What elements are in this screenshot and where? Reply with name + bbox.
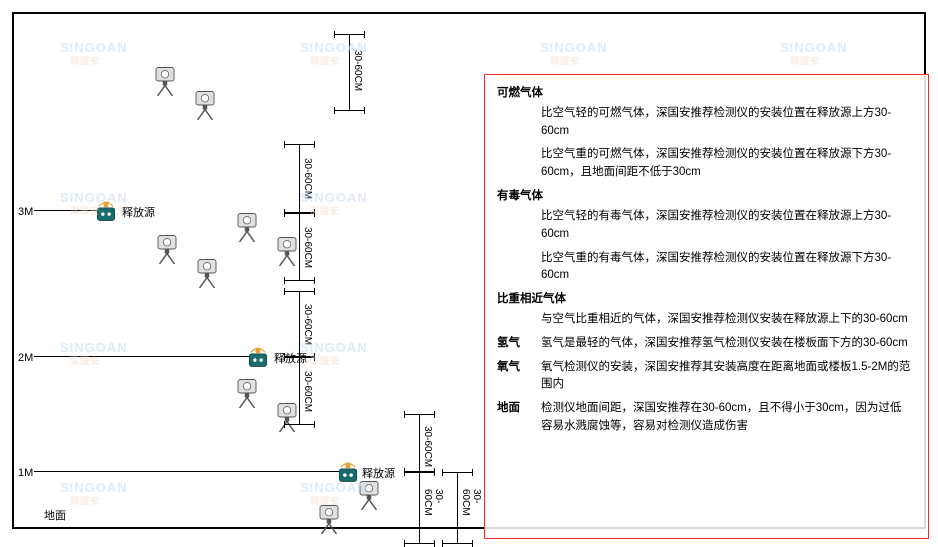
dimension-line bbox=[419, 472, 420, 543]
dimension-cap-tick bbox=[284, 421, 285, 428]
panel-section-title: 比重相近气体 bbox=[497, 291, 916, 309]
dimension-cap-tick bbox=[434, 540, 435, 547]
dimension-cap bbox=[284, 280, 314, 281]
dimension-cap-tick bbox=[314, 141, 315, 148]
dimension-label: 30-60CM bbox=[352, 50, 363, 91]
panel-inline-body: 氢气是最轻的气体，深国安推荐氢气检测仪安装在楼板面下方的30-60cm bbox=[541, 335, 912, 353]
dimension-cap bbox=[442, 543, 472, 544]
dimension-line bbox=[299, 291, 300, 356]
panel-paragraph: 比空气重的可燃气体，深国安推荐检测仪的安装位置在释放源下方30-60cm，且地面… bbox=[541, 146, 916, 182]
dimension-cap-tick bbox=[472, 469, 473, 476]
dimension-cap-tick bbox=[314, 277, 315, 284]
detector-icon bbox=[192, 258, 222, 288]
dimension-cap bbox=[404, 543, 434, 544]
dimension-line bbox=[299, 144, 300, 212]
axis-height-label: 2M bbox=[18, 352, 33, 364]
dimension-cap bbox=[284, 424, 314, 425]
panel-inline-body: 检测仪地面间距，深国安推荐在30-60cm，且不得小于30cm，因为过低容易水溅… bbox=[541, 400, 912, 436]
dimension-cap-tick bbox=[434, 469, 435, 476]
dimension-label: 30-60CM bbox=[460, 489, 482, 527]
dimension-cap-tick bbox=[442, 469, 443, 476]
panel-paragraph: 比空气重的有毒气体，深国安推荐检测仪的安装位置在释放源下方30-60cm bbox=[541, 250, 916, 286]
dimension-label: 30-60CM bbox=[422, 489, 444, 527]
detector-icon bbox=[232, 378, 262, 408]
detector-icon bbox=[150, 66, 180, 96]
diagram-frame: 可燃气体比空气轻的可燃气体，深国安推荐检测仪的安装位置在释放源上方30-60cm… bbox=[12, 12, 926, 529]
panel-inline-title: 氢气 bbox=[497, 335, 541, 353]
panel-inline-row: 地面检测仪地面间距，深国安推荐在30-60cm，且不得小于30cm，因为过低容易… bbox=[497, 400, 916, 436]
ground-label: 地面 bbox=[44, 507, 66, 523]
axis-tick bbox=[34, 210, 100, 211]
dimension-cap-tick bbox=[404, 540, 405, 547]
dimension-cap-tick bbox=[314, 288, 315, 295]
dimension-label: 30-60CM bbox=[302, 158, 313, 199]
dimension-cap-tick bbox=[314, 210, 315, 217]
release-source-icon bbox=[246, 346, 270, 368]
dimension-cap-tick bbox=[284, 288, 285, 295]
detector-icon bbox=[272, 236, 302, 266]
panel-inline-row: 氢气氢气是最轻的气体，深国安推荐氢气检测仪安装在楼板面下方的30-60cm bbox=[497, 335, 916, 353]
release-source-label: 释放源 bbox=[274, 350, 307, 366]
dimension-cap-tick bbox=[334, 31, 335, 38]
detector-icon bbox=[190, 90, 220, 120]
panel-inline-body: 氧气检测仪的安装，深国安推荐其安装高度在距离地面或楼板1.5-2M的范围内 bbox=[541, 359, 912, 395]
release-source-icon bbox=[94, 200, 118, 222]
axis-height-label: 1M bbox=[18, 467, 33, 479]
panel-paragraph: 比空气轻的有毒气体，深国安推荐检测仪的安装位置在释放源上方30-60cm bbox=[541, 208, 916, 244]
panel-inline-title: 地面 bbox=[497, 400, 541, 418]
detector-icon bbox=[354, 480, 384, 510]
dimension-cap-tick bbox=[284, 210, 285, 217]
dimension-line bbox=[299, 357, 300, 424]
detector-icon bbox=[232, 212, 262, 242]
detector-icon bbox=[272, 402, 302, 432]
dimension-label: 30-60CM bbox=[302, 227, 313, 268]
dimension-label: 30-60CM bbox=[422, 426, 433, 467]
dimension-label: 30-60CM bbox=[302, 304, 313, 345]
info-panel: 可燃气体比空气轻的可燃气体，深国安推荐检测仪的安装位置在释放源上方30-60cm… bbox=[484, 74, 929, 539]
dimension-cap-tick bbox=[404, 469, 405, 476]
dimension-line bbox=[299, 213, 300, 280]
dimension-cap bbox=[334, 110, 364, 111]
axis-tick bbox=[34, 356, 252, 357]
panel-inline-row: 氧气氧气检测仪的安装，深国安推荐其安装高度在距离地面或楼板1.5-2M的范围内 bbox=[497, 359, 916, 395]
panel-paragraph: 与空气比重相近的气体，深国安推荐检测仪安装在释放源上下的30-60cm bbox=[541, 311, 916, 329]
dimension-label: 30-60CM bbox=[302, 371, 313, 412]
dimension-cap-tick bbox=[442, 540, 443, 547]
dimension-cap-tick bbox=[404, 411, 405, 418]
panel-section-title: 有毒气体 bbox=[497, 188, 916, 206]
dimension-cap-tick bbox=[284, 354, 285, 361]
dimension-line bbox=[349, 34, 350, 110]
dimension-line bbox=[457, 472, 458, 543]
release-source-label: 释放源 bbox=[362, 465, 395, 481]
detector-icon bbox=[152, 234, 182, 264]
axis-height-label: 3M bbox=[18, 206, 33, 218]
dimension-cap-tick bbox=[472, 540, 473, 547]
detector-icon bbox=[314, 504, 344, 534]
axis-tick bbox=[34, 471, 342, 472]
release-source-label: 释放源 bbox=[122, 204, 155, 220]
dimension-cap-tick bbox=[364, 107, 365, 114]
panel-paragraph: 比空气轻的可燃气体，深国安推荐检测仪的安装位置在释放源上方30-60cm bbox=[541, 105, 916, 141]
dimension-cap-tick bbox=[434, 411, 435, 418]
dimension-cap-tick bbox=[284, 141, 285, 148]
dimension-cap-tick bbox=[334, 107, 335, 114]
panel-section-title: 可燃气体 bbox=[497, 85, 916, 103]
dimension-cap-tick bbox=[314, 354, 315, 361]
dimension-line bbox=[419, 414, 420, 471]
dimension-cap-tick bbox=[314, 421, 315, 428]
dimension-cap-tick bbox=[364, 31, 365, 38]
panel-inline-title: 氧气 bbox=[497, 359, 541, 377]
dimension-cap-tick bbox=[284, 277, 285, 284]
